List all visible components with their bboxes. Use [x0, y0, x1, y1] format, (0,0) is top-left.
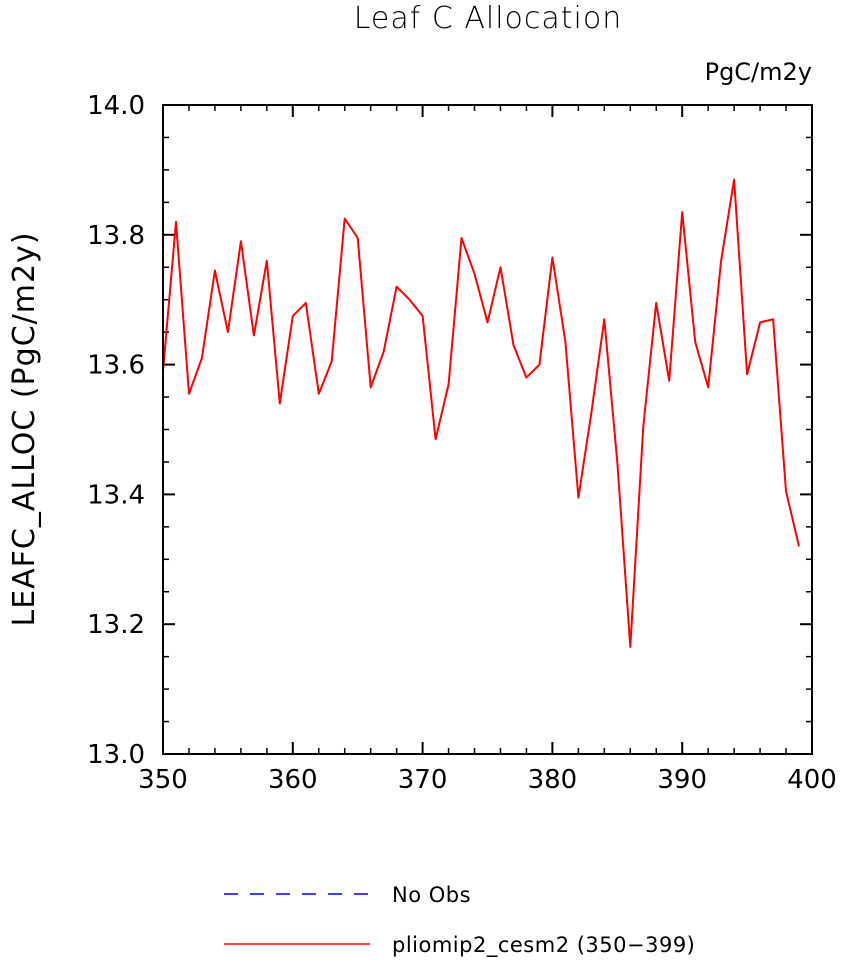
x-tick-label: 400 [787, 765, 837, 795]
legend-label-model: pliomip2_cesm2 (350−399) [392, 933, 695, 958]
y-tick-label: 13.2 [87, 610, 145, 640]
legend: No Obs pliomip2_cesm2 (350−399) [224, 883, 695, 958]
y-tick-label: 13.6 [87, 351, 145, 381]
y-tick-label: 13.4 [87, 480, 145, 510]
units-label: PgC/m2y [705, 58, 812, 86]
legend-label-no-obs: No Obs [392, 883, 471, 907]
y-tick-label: 14.0 [87, 91, 145, 121]
chart-title: Leaf C Allocation [354, 1, 623, 36]
plot-frame [162, 104, 813, 755]
x-tick-label: 350 [138, 765, 188, 795]
y-tick-label: 13.0 [87, 740, 145, 770]
series-layer [162, 178, 800, 648]
series-line [162, 178, 800, 648]
y-tick-label: 13.8 [87, 221, 145, 251]
x-tick-label: 380 [528, 765, 578, 795]
x-tick-label: 390 [657, 765, 707, 795]
y-axis-label: LEAFC_ALLOC (PgC/m2y) [7, 231, 42, 626]
x-tick-label: 360 [268, 765, 318, 795]
x-tick-label: 370 [398, 765, 448, 795]
tick-labels: 350 360 370 380 390 400 13.0 13.2 13.4 13.6 13.8 14… [87, 91, 837, 795]
axis-ticks [162, 104, 813, 755]
